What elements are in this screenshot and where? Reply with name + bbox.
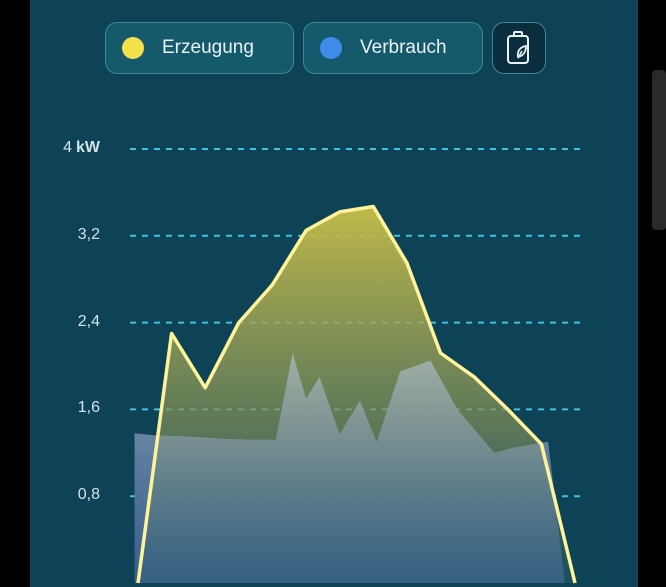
y-tick-value: 3,2 [77, 225, 100, 243]
y-axis-unit: kW [76, 139, 100, 156]
y-tick-label: 2,4 [30, 313, 100, 331]
y-tick-value: 1,6 [77, 399, 100, 417]
y-tick-value: 0,8 [77, 486, 100, 504]
consumption-color-dot [320, 37, 342, 59]
phone-side-button [652, 70, 666, 230]
production-line [136, 204, 577, 584]
legend-toggle-production[interactable]: Erzeugung [105, 22, 294, 74]
y-tick-label: 4 kW [30, 139, 100, 157]
y-tick-label: 1,6 [30, 399, 100, 417]
energy-chart-screen: Erzeugung Verbrauch 4 kW 3,2 2,4 1,6 0,8 [30, 0, 638, 587]
legend-label-consumption: Verbrauch [360, 37, 447, 58]
y-tick-label: 0,8 [30, 486, 100, 504]
battery-toggle-button[interactable] [492, 22, 546, 74]
consumption-overlay [134, 353, 565, 583]
y-tick-value: 2,4 [77, 312, 100, 330]
y-tick-label: 3,2 [30, 226, 100, 244]
y-tick-value: 4 [63, 139, 72, 156]
legend-toggle-consumption[interactable]: Verbrauch [303, 22, 483, 74]
energy-area-chart [130, 148, 585, 584]
legend-label-production: Erzeugung [162, 37, 254, 58]
battery-leaf-icon [507, 31, 529, 64]
production-color-dot [122, 37, 144, 59]
legend-bar: Erzeugung Verbrauch [30, 22, 638, 76]
